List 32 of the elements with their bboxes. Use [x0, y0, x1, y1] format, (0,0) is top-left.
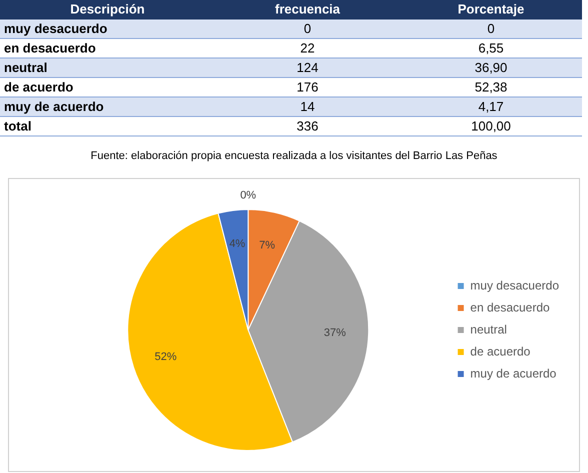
- legend-label: muy de acuerdo: [470, 366, 557, 380]
- y-tick-label: total: [4, 118, 32, 134]
- data-label: 14: [300, 98, 315, 114]
- data-label: 7%: [259, 239, 276, 252]
- data-label: 0: [304, 20, 312, 36]
- data-label: 6,55: [478, 40, 504, 56]
- y-tick-label: muy de acuerdo: [4, 98, 104, 114]
- legend-label: en desacuerdo: [470, 300, 550, 314]
- data-label: 52%: [154, 350, 177, 363]
- y-tick-label: neutral: [4, 60, 48, 75]
- y-tick-label: muy desacuerdo: [4, 20, 108, 36]
- legend-label: de acuerdo: [470, 344, 531, 358]
- data-label: 0: [487, 20, 495, 36]
- source-note: Fuente: elaboración propia encuesta realizada a los visitantes del Barrio Las Peñas: [90, 150, 498, 162]
- x-tick-label: frecuencia: [274, 1, 341, 16]
- legend-label: neutral: [470, 322, 507, 336]
- data-label: 52,38: [474, 79, 508, 94]
- x-tick-label: Porcentaje: [458, 1, 524, 16]
- y-axis-title: Descripción: [70, 1, 145, 16]
- legend-label: muy desacuerdo: [470, 278, 560, 292]
- text: 0%: [240, 190, 256, 202]
- data-label: 37%: [324, 326, 346, 339]
- data-label: 100,00: [471, 118, 511, 134]
- data-label: 4,17: [478, 98, 504, 114]
- data-label: 176: [296, 79, 318, 94]
- y-tick-label: en desacuerdo: [4, 40, 96, 56]
- data-label: 124: [296, 60, 318, 75]
- data-label: 336: [296, 118, 318, 134]
- y-tick-label: de acuerdo: [4, 79, 74, 94]
- data-label: 4%: [229, 238, 246, 250]
- data-label: 36,90: [474, 60, 508, 75]
- data-label: 22: [300, 40, 315, 56]
